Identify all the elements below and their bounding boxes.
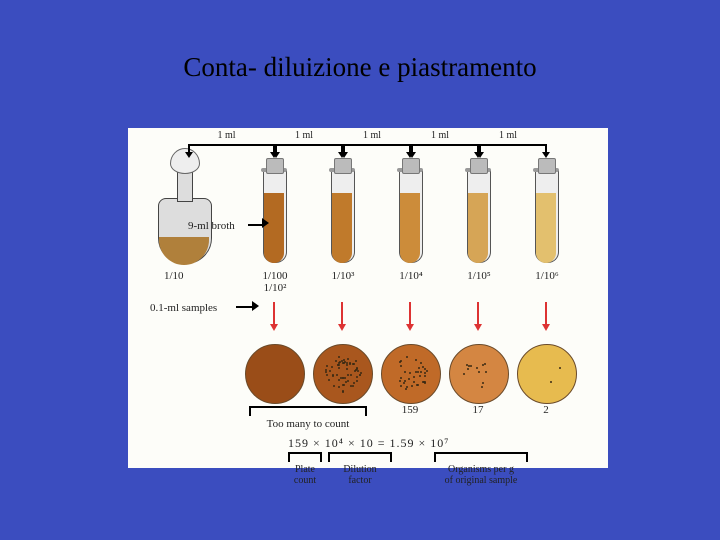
plate-arrow [273,302,275,324]
plate-arrowhead [338,324,346,331]
plate-count: 2 [531,404,561,416]
calc-result-label: Organisms per g [424,464,538,475]
plate-arrow [409,302,411,324]
tube-dilution: 1/100 [257,270,293,282]
transfer-label: 1 ml [218,130,236,141]
calc-result-brace [434,452,528,464]
plate-arrowhead [406,324,414,331]
tube-dilution: 1/10⁵ [461,270,497,282]
tube-dilution: 1/10³ [325,270,361,282]
diagram-panel: 1/10 1 ml 1/1001/10² 1 ml 1/10³ 1 ml 1/10⁴ 159 1… [128,128,608,468]
agar-plate [381,344,441,404]
tube-dilution: 1/10⁴ [393,270,429,282]
agar-plate [517,344,577,404]
test-tube [263,164,285,264]
sample-label: 0.1-ml samples [150,302,217,314]
transfer-bracket [188,144,275,158]
test-tube [399,164,421,264]
agar-plate [449,344,509,404]
calc-plate-count-brace [288,452,322,464]
too-many-brace [249,406,367,418]
agar-plate [313,344,373,404]
transfer-bracket [343,144,411,158]
plate-arrowhead [270,324,278,331]
transfer-bracket [411,144,479,158]
transfer-label: 1 ml [363,130,381,141]
transfer-bracket [479,144,547,158]
plate-count: 17 [463,404,493,416]
plate-arrow [477,302,479,324]
calc-result-label: of original sample [424,475,538,486]
too-many-label: Too many to count [241,418,375,430]
transfer-label: 1 ml [431,130,449,141]
test-tube [535,164,557,264]
calc-line: 159 × 10⁴ × 10 = 1.59 × 10⁷ [288,436,449,451]
agar-plate [245,344,305,404]
test-tube [331,164,353,264]
transfer-label: 1 ml [295,130,313,141]
plate-arrowhead [542,324,550,331]
test-tube [467,164,489,264]
broth-label: 9-ml broth [188,220,235,232]
calc-dilution-factor-label: Dilution [318,464,402,475]
plate-count: 159 [395,404,425,416]
tube-dilution-alt: 1/10² [257,282,293,294]
plate-arrow [341,302,343,324]
page-title: Conta- diluizione e piastramento [0,52,720,83]
flask-dilution: 1/10 [164,270,184,282]
transfer-label: 1 ml [499,130,517,141]
plate-arrow [545,302,547,324]
tube-dilution: 1/10⁶ [529,270,565,282]
calc-dilution-factor-label: factor [318,475,402,486]
transfer-bracket [275,144,343,158]
plate-arrowhead [474,324,482,331]
calc-dilution-factor-brace [328,452,392,464]
flask [158,158,210,266]
